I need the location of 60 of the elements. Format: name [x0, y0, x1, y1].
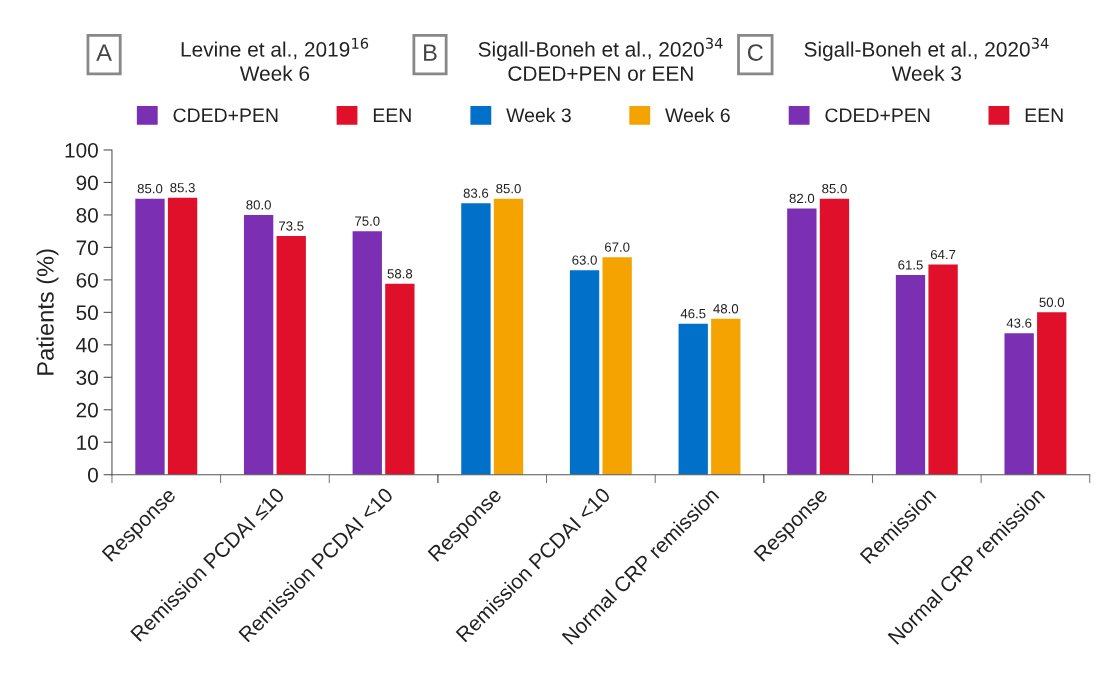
bar	[493, 198, 524, 475]
bar	[602, 257, 632, 475]
bar	[711, 318, 741, 475]
data-label: 67.0	[604, 242, 630, 252]
y-tick-label: 90	[76, 175, 98, 191]
y-tick-label: 100	[65, 142, 98, 158]
y-tick-label: 60	[76, 272, 98, 288]
data-label: 85.3	[170, 182, 195, 193]
y-tick-label: 40	[76, 337, 98, 353]
data-label: 82.0	[789, 193, 815, 204]
data-label: 80.0	[246, 200, 271, 210]
legend-label: CDED+PEN	[825, 108, 930, 123]
bar	[787, 208, 817, 475]
data-label: 50.0	[1039, 297, 1065, 307]
bar	[569, 270, 600, 475]
bar	[385, 283, 415, 475]
y-tick-label: 30	[76, 370, 98, 386]
bar	[928, 264, 958, 475]
data-label: 43.6	[1006, 318, 1032, 328]
data-label: 85.0	[137, 183, 163, 194]
y-tick-label: 50	[76, 305, 98, 321]
y-tick-label: 20	[76, 402, 98, 418]
y-axis-title: Patients (%)	[36, 249, 59, 375]
chart-title: Sigall-Boneh et al., 2020$^{34}$ Week 3	[804, 37, 1049, 81]
text: B	[424, 44, 437, 61]
data-label: 46.5	[680, 308, 706, 319]
bar	[352, 231, 382, 475]
data-label: 64.7	[930, 249, 956, 260]
bar	[1004, 333, 1034, 475]
y-tick-label: 0	[87, 467, 98, 483]
bar	[895, 275, 926, 475]
y-tick-label: 80	[76, 207, 98, 223]
data-label: 61.5	[898, 260, 923, 270]
legend-label: CDED+PEN	[173, 108, 278, 123]
chart-title: Levine et al., 2019$^{16}$ Week 6	[181, 37, 369, 81]
legend-label: Week 3	[506, 107, 571, 123]
chart-title: Sigall-Boneh et al., 2020$^{34}$ CDED+PEN or EEN	[478, 37, 723, 81]
bar	[243, 214, 274, 475]
legend-label: EEN	[1025, 108, 1063, 122]
data-label: 73.5	[279, 221, 304, 231]
text: C	[747, 44, 763, 61]
bar	[276, 236, 306, 475]
bar	[1037, 312, 1067, 475]
data-label: 83.6	[463, 188, 489, 198]
y-tick-label: 70	[76, 240, 98, 256]
text: A	[96, 44, 112, 61]
legend-label: Week 6	[665, 107, 730, 123]
bar	[678, 323, 708, 475]
data-label: 85.0	[496, 183, 521, 194]
data-label: 58.8	[387, 269, 413, 279]
bar	[819, 198, 850, 475]
data-label: 63.0	[572, 255, 597, 265]
legend-label: EEN	[373, 108, 411, 122]
data-label: 85.0	[822, 183, 847, 194]
bar	[167, 197, 198, 475]
data-label: 48.0	[713, 304, 739, 314]
bar	[461, 203, 491, 475]
y-tick-label: 10	[77, 435, 98, 450]
bar	[135, 198, 165, 475]
data-label: 75.0	[355, 216, 380, 226]
